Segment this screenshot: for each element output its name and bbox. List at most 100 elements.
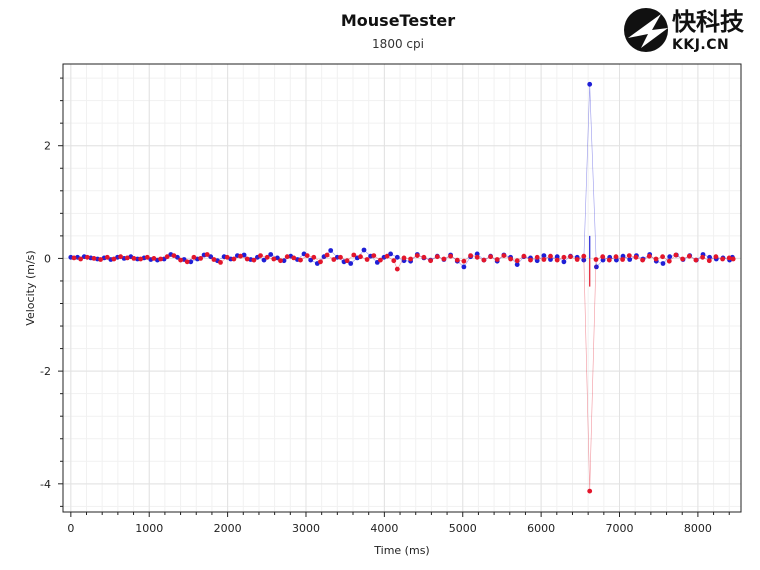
x-tick-label: 0 [67,522,74,535]
data-point [224,254,230,260]
x-tick-label: 2000 [214,522,242,535]
data-point [626,253,632,258]
y-axis-label: Velocity (m/s) [24,250,37,325]
data-point [653,256,659,262]
data-point [534,254,540,260]
data-point [627,257,633,262]
series-line [73,254,734,492]
data-point [244,256,250,262]
x-tick-label: 7000 [606,522,634,535]
data-point [118,254,123,260]
data-point [700,254,705,260]
data-point [271,256,277,262]
data-point [534,258,540,264]
data-point [158,256,164,262]
data-point [726,255,732,261]
data-point [474,251,480,257]
x-axis-ticks: 0 1000 2000 3000 4000 5000 6000 7000 8000 [67,512,730,535]
plot-frame [62,63,742,513]
data-point [394,266,400,272]
data-point [218,260,223,265]
data-point [171,253,177,258]
data-point [208,254,214,260]
data-point [666,258,672,264]
data-point [358,254,363,260]
data-point [275,255,280,261]
data-point [541,253,547,258]
data-point [318,259,323,265]
data-point [98,257,103,262]
y-axis-ticks: -4 -2 0 2 [40,77,63,507]
data-point [124,255,130,261]
data-point [633,254,639,260]
data-point [401,255,407,261]
x-tick-label: 4000 [370,522,398,535]
data-point [164,254,170,260]
data-point [680,256,685,262]
data-point [391,258,397,264]
data-point [454,257,460,263]
data-point [281,258,287,264]
x-tick-label: 3000 [292,522,320,535]
data-point [508,256,513,262]
data-point [528,257,533,263]
data-point [667,254,673,260]
y-tick-label: 0 [44,252,51,265]
data-point [408,256,413,262]
data-point [138,256,144,262]
data-point [434,254,440,260]
data-point [594,264,599,270]
data-point [284,254,290,260]
data-point [414,253,420,258]
y-tick-label: 2 [44,140,51,153]
data-point [730,256,736,262]
data-point [144,254,150,260]
data-point [394,254,400,260]
data-point [554,257,560,263]
data-point [713,254,719,260]
data-point [268,252,274,257]
grid-minor [63,64,741,512]
data-point [501,253,507,258]
data-point [264,254,270,260]
data-point [188,259,194,265]
x-tick-label: 6000 [527,522,555,535]
data-point [448,253,453,259]
data-point [231,256,237,262]
data-point [587,488,593,494]
data-point [131,256,137,261]
data-point [673,252,679,258]
data-point [587,81,593,87]
data-point [184,259,190,265]
bird-logo-icon [624,8,668,52]
data-point [111,256,117,262]
data-point [311,254,317,260]
data-point [660,254,665,260]
data-point [328,248,334,253]
x-tick-label: 1000 [135,522,163,535]
data-point [351,252,357,258]
watermark-text-en: KKJ.CN [672,37,729,53]
data-point [258,253,263,258]
data-point [361,247,367,253]
data-point [514,258,520,264]
data-point [593,257,599,262]
data-point [421,254,427,260]
data-point [384,253,390,259]
data-point [481,257,487,263]
grid-major [63,64,741,512]
chart-title: MouseTester [341,11,455,30]
data-point [646,253,652,259]
data-point [706,258,712,264]
data-point [660,261,666,266]
y-tick-label: -4 [40,478,51,491]
data-point [686,253,692,259]
data-point [78,256,83,262]
data-point [151,256,157,261]
data-point [461,264,467,270]
data-point [548,257,553,262]
data-point [204,252,210,257]
data-point [371,253,377,258]
data-point [344,258,350,264]
